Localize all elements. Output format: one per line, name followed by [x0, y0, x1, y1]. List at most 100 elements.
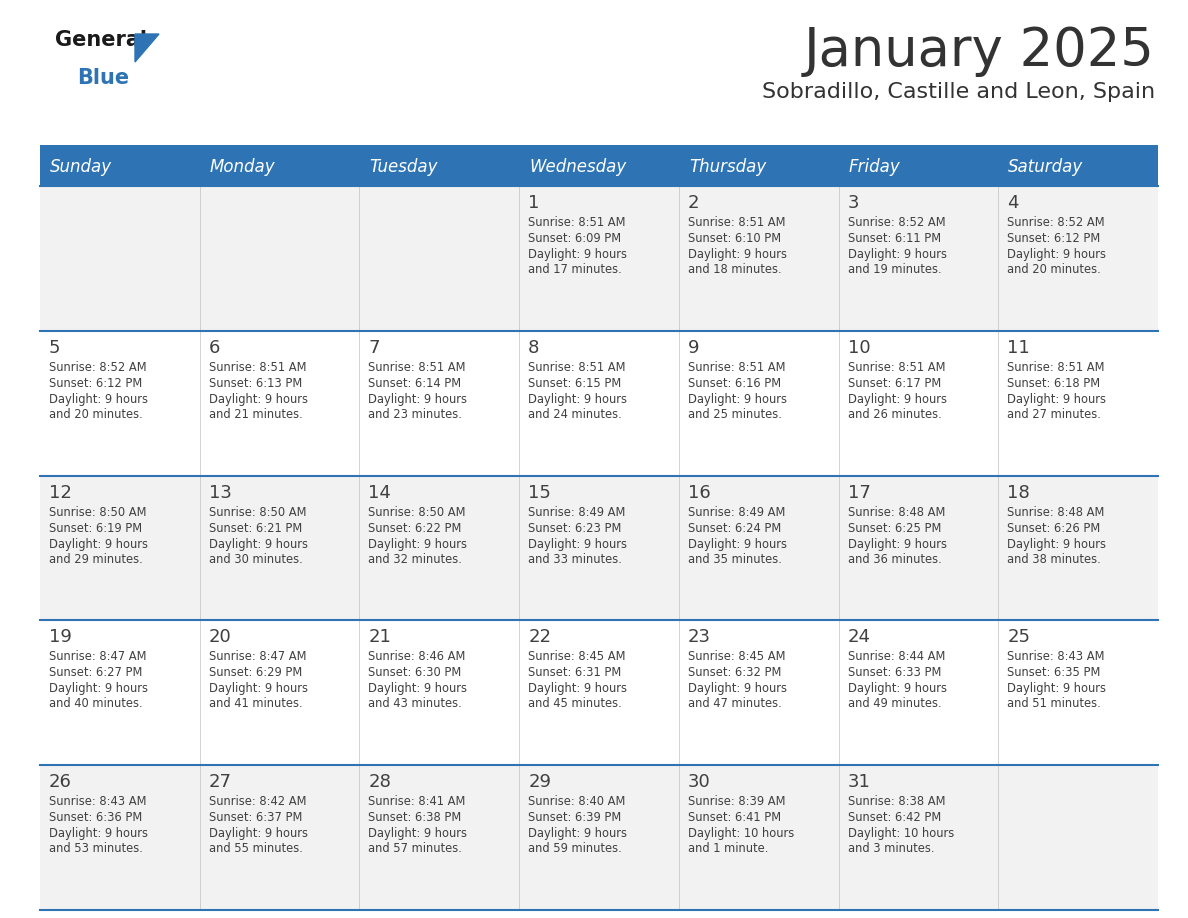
Text: Sunset: 6:12 PM: Sunset: 6:12 PM [1007, 232, 1100, 245]
Text: and 47 minutes.: and 47 minutes. [688, 698, 782, 711]
Text: and 30 minutes.: and 30 minutes. [209, 553, 303, 565]
Text: Sunrise: 8:41 AM: Sunrise: 8:41 AM [368, 795, 466, 808]
Text: and 20 minutes.: and 20 minutes. [49, 408, 143, 420]
Text: Sunset: 6:13 PM: Sunset: 6:13 PM [209, 376, 302, 390]
Text: Sunset: 6:27 PM: Sunset: 6:27 PM [49, 666, 143, 679]
Text: Daylight: 9 hours: Daylight: 9 hours [847, 538, 947, 551]
Text: Daylight: 9 hours: Daylight: 9 hours [368, 393, 467, 406]
Text: Sunset: 6:21 PM: Sunset: 6:21 PM [209, 521, 302, 534]
Text: Daylight: 9 hours: Daylight: 9 hours [1007, 538, 1106, 551]
Text: Sunset: 6:16 PM: Sunset: 6:16 PM [688, 376, 781, 390]
Text: Sunset: 6:32 PM: Sunset: 6:32 PM [688, 666, 782, 679]
Text: Sunset: 6:33 PM: Sunset: 6:33 PM [847, 666, 941, 679]
Text: and 32 minutes.: and 32 minutes. [368, 553, 462, 565]
Text: 13: 13 [209, 484, 232, 501]
Text: Daylight: 10 hours: Daylight: 10 hours [847, 827, 954, 840]
Bar [40, 330, 1158, 476]
Text: Sunrise: 8:46 AM: Sunrise: 8:46 AM [368, 650, 466, 664]
Text: Sunset: 6:31 PM: Sunset: 6:31 PM [529, 666, 621, 679]
Bar [40, 145, 1158, 149]
Text: Daylight: 9 hours: Daylight: 9 hours [688, 393, 786, 406]
Text: 14: 14 [368, 484, 391, 501]
Text: and 26 minutes.: and 26 minutes. [847, 408, 941, 420]
Text: 24: 24 [847, 629, 871, 646]
Text: Daylight: 9 hours: Daylight: 9 hours [49, 827, 148, 840]
Text: Sunrise: 8:51 AM: Sunrise: 8:51 AM [368, 361, 466, 374]
Text: Monday: Monday [210, 158, 276, 176]
Text: Sunset: 6:23 PM: Sunset: 6:23 PM [529, 521, 621, 534]
Text: and 41 minutes.: and 41 minutes. [209, 698, 302, 711]
Text: Sunset: 6:10 PM: Sunset: 6:10 PM [688, 232, 781, 245]
Text: Sunrise: 8:51 AM: Sunrise: 8:51 AM [688, 361, 785, 374]
Text: Wednesday: Wednesday [529, 158, 626, 176]
Text: and 20 minutes.: and 20 minutes. [1007, 263, 1101, 276]
Text: and 38 minutes.: and 38 minutes. [1007, 553, 1101, 565]
Text: and 24 minutes.: and 24 minutes. [529, 408, 621, 420]
Text: Daylight: 9 hours: Daylight: 9 hours [847, 248, 947, 261]
Polygon shape [135, 34, 159, 62]
Text: and 43 minutes.: and 43 minutes. [368, 698, 462, 711]
Text: Sunrise: 8:47 AM: Sunrise: 8:47 AM [49, 650, 146, 664]
Text: Sunrise: 8:51 AM: Sunrise: 8:51 AM [847, 361, 946, 374]
Text: 2: 2 [688, 194, 700, 212]
Text: Daylight: 9 hours: Daylight: 9 hours [209, 682, 308, 696]
Text: Daylight: 9 hours: Daylight: 9 hours [209, 393, 308, 406]
Text: and 19 minutes.: and 19 minutes. [847, 263, 941, 276]
Text: 15: 15 [529, 484, 551, 501]
Text: 11: 11 [1007, 339, 1030, 357]
Text: 20: 20 [209, 629, 232, 646]
Text: Daylight: 9 hours: Daylight: 9 hours [847, 682, 947, 696]
Text: Sunrise: 8:39 AM: Sunrise: 8:39 AM [688, 795, 785, 808]
Text: Sunrise: 8:52 AM: Sunrise: 8:52 AM [49, 361, 146, 374]
Bar [40, 766, 1158, 910]
Text: Sunset: 6:37 PM: Sunset: 6:37 PM [209, 812, 302, 824]
Text: Daylight: 9 hours: Daylight: 9 hours [368, 827, 467, 840]
Text: Daylight: 9 hours: Daylight: 9 hours [209, 538, 308, 551]
Bar [40, 148, 1158, 186]
Text: and 36 minutes.: and 36 minutes. [847, 553, 941, 565]
Text: Daylight: 10 hours: Daylight: 10 hours [688, 827, 794, 840]
Text: Sunset: 6:36 PM: Sunset: 6:36 PM [49, 812, 143, 824]
Bar [40, 621, 1158, 766]
Text: and 53 minutes.: and 53 minutes. [49, 842, 143, 856]
Text: Daylight: 9 hours: Daylight: 9 hours [529, 682, 627, 696]
Text: Sunrise: 8:50 AM: Sunrise: 8:50 AM [209, 506, 307, 519]
Text: and 27 minutes.: and 27 minutes. [1007, 408, 1101, 420]
Text: Sunrise: 8:40 AM: Sunrise: 8:40 AM [529, 795, 626, 808]
Text: 23: 23 [688, 629, 710, 646]
Text: and 49 minutes.: and 49 minutes. [847, 698, 941, 711]
Text: Sunrise: 8:50 AM: Sunrise: 8:50 AM [49, 506, 146, 519]
Text: Daylight: 9 hours: Daylight: 9 hours [688, 538, 786, 551]
Text: 10: 10 [847, 339, 870, 357]
Text: Daylight: 9 hours: Daylight: 9 hours [847, 393, 947, 406]
Text: Sunrise: 8:51 AM: Sunrise: 8:51 AM [529, 216, 626, 229]
Text: Sunrise: 8:49 AM: Sunrise: 8:49 AM [529, 506, 626, 519]
Text: Sunset: 6:19 PM: Sunset: 6:19 PM [49, 521, 143, 534]
Text: Sunset: 6:22 PM: Sunset: 6:22 PM [368, 521, 462, 534]
Text: General: General [55, 30, 147, 50]
Text: 28: 28 [368, 773, 391, 791]
Text: Sunset: 6:29 PM: Sunset: 6:29 PM [209, 666, 302, 679]
Text: and 17 minutes.: and 17 minutes. [529, 263, 621, 276]
Text: Sunset: 6:39 PM: Sunset: 6:39 PM [529, 812, 621, 824]
Text: and 57 minutes.: and 57 minutes. [368, 842, 462, 856]
Text: 29: 29 [529, 773, 551, 791]
Text: 16: 16 [688, 484, 710, 501]
Text: Sunset: 6:14 PM: Sunset: 6:14 PM [368, 376, 462, 390]
Text: Sunrise: 8:52 AM: Sunrise: 8:52 AM [847, 216, 946, 229]
Text: 8: 8 [529, 339, 539, 357]
Text: Sunset: 6:30 PM: Sunset: 6:30 PM [368, 666, 462, 679]
Text: 31: 31 [847, 773, 871, 791]
Text: Sunrise: 8:51 AM: Sunrise: 8:51 AM [209, 361, 307, 374]
Text: Daylight: 9 hours: Daylight: 9 hours [529, 393, 627, 406]
Text: and 40 minutes.: and 40 minutes. [49, 698, 143, 711]
Text: Sobradillo, Castille and Leon, Spain: Sobradillo, Castille and Leon, Spain [762, 82, 1155, 102]
Text: 18: 18 [1007, 484, 1030, 501]
Text: Sunrise: 8:45 AM: Sunrise: 8:45 AM [688, 650, 785, 664]
Text: 1: 1 [529, 194, 539, 212]
Text: 26: 26 [49, 773, 72, 791]
Text: Sunset: 6:15 PM: Sunset: 6:15 PM [529, 376, 621, 390]
Text: Daylight: 9 hours: Daylight: 9 hours [1007, 248, 1106, 261]
Text: 21: 21 [368, 629, 391, 646]
Text: Sunset: 6:26 PM: Sunset: 6:26 PM [1007, 521, 1100, 534]
